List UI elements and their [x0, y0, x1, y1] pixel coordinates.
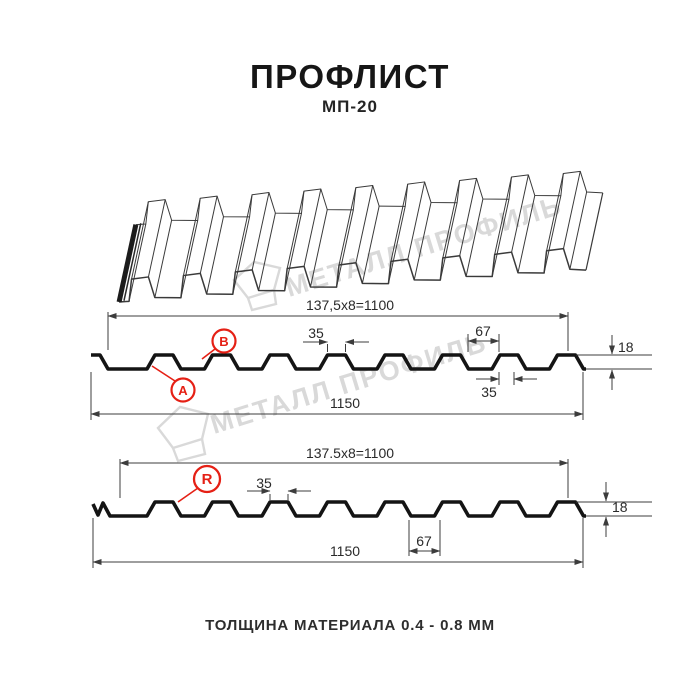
profile-upper-outline — [91, 353, 586, 371]
dim-crest-bottom-upper: 35 — [481, 384, 497, 400]
watermark-label: МЕТАЛЛ ПРОФИЛЬ — [282, 190, 566, 303]
profile-section-lower: 137.5x8=1100 35 67 18 1150 R — [91, 445, 652, 568]
dim-height-upper: 18 — [618, 339, 634, 355]
callout-a: A — [151, 365, 196, 403]
dim-module-lower: 137.5x8=1100 — [306, 445, 394, 461]
label-b: B — [219, 334, 228, 349]
dim-height-lower: 18 — [612, 499, 628, 515]
dim-crest-upper: 35 — [308, 325, 324, 341]
profile-section-upper: 137,5x8=1100 1150 35 67 18 35 A B — [90, 297, 652, 420]
dim-total-upper: 1150 — [330, 395, 360, 411]
watermark-text-lower: МЕТАЛЛ ПРОФИЛЬ — [207, 327, 491, 440]
dim-crest-lower: 35 — [256, 475, 272, 491]
watermark-logo-lower — [156, 405, 210, 463]
label-r: R — [202, 471, 213, 488]
label-a: A — [178, 383, 188, 398]
page-title: ПРОФЛИСТ — [250, 58, 450, 95]
profile-model-subtitle: МП-20 — [322, 97, 378, 116]
watermark-label: МЕТАЛЛ ПРОФИЛЬ — [207, 327, 491, 440]
callout-b: B — [201, 328, 237, 360]
dim-total-lower: 1150 — [330, 543, 360, 559]
watermark-logo-upper — [232, 260, 282, 312]
profile-lower-outline — [91, 500, 586, 518]
material-thickness-note: ТОЛЩИНА МАТЕРИАЛА 0.4 - 0.8 ММ — [205, 617, 495, 634]
dim-module-upper: 137,5x8=1100 — [306, 297, 394, 313]
watermark-text-upper: МЕТАЛЛ ПРОФИЛЬ — [282, 190, 566, 303]
dim-flat-lower: 67 — [416, 533, 432, 549]
sheet-3d-view — [116, 170, 604, 303]
dim-flat-upper: 67 — [475, 323, 491, 339]
callout-r: R — [177, 464, 222, 503]
